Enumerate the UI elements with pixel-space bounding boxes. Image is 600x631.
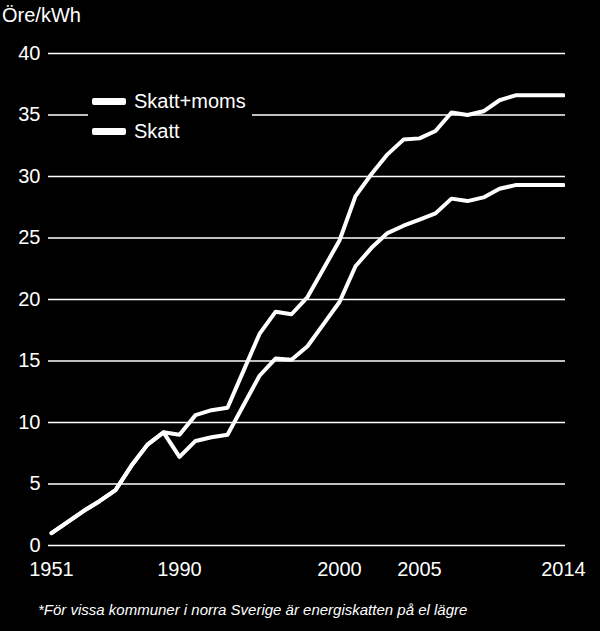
html-text:Öre/kWh: Öre/kWh <box>2 4 81 26</box>
html-text:Skatt: Skatt <box>134 119 180 142</box>
svg-text:25: 25 <box>18 226 40 248</box>
svg-text:35: 35 <box>18 103 40 125</box>
svg-text:0: 0 <box>29 534 40 556</box>
svg-text:1951: 1951 <box>29 558 74 580</box>
html-text:Skatt+moms: Skatt+moms <box>134 89 246 112</box>
svg-text:1990: 1990 <box>157 558 202 580</box>
svg-text:2005: 2005 <box>397 558 442 580</box>
svg-text:2014: 2014 <box>541 558 586 580</box>
svg-text:5: 5 <box>29 472 40 494</box>
svg-text:40: 40 <box>18 42 40 64</box>
svg-text:15: 15 <box>18 349 40 371</box>
svg-text:10: 10 <box>18 411 40 433</box>
svg-text:2000: 2000 <box>317 558 362 580</box>
html-text:*För vissa kommuner i norra Sv: *För vissa kommuner i norra Sverige är e… <box>38 601 468 618</box>
svg-text:30: 30 <box>18 165 40 187</box>
svg-text:20: 20 <box>18 288 40 310</box>
